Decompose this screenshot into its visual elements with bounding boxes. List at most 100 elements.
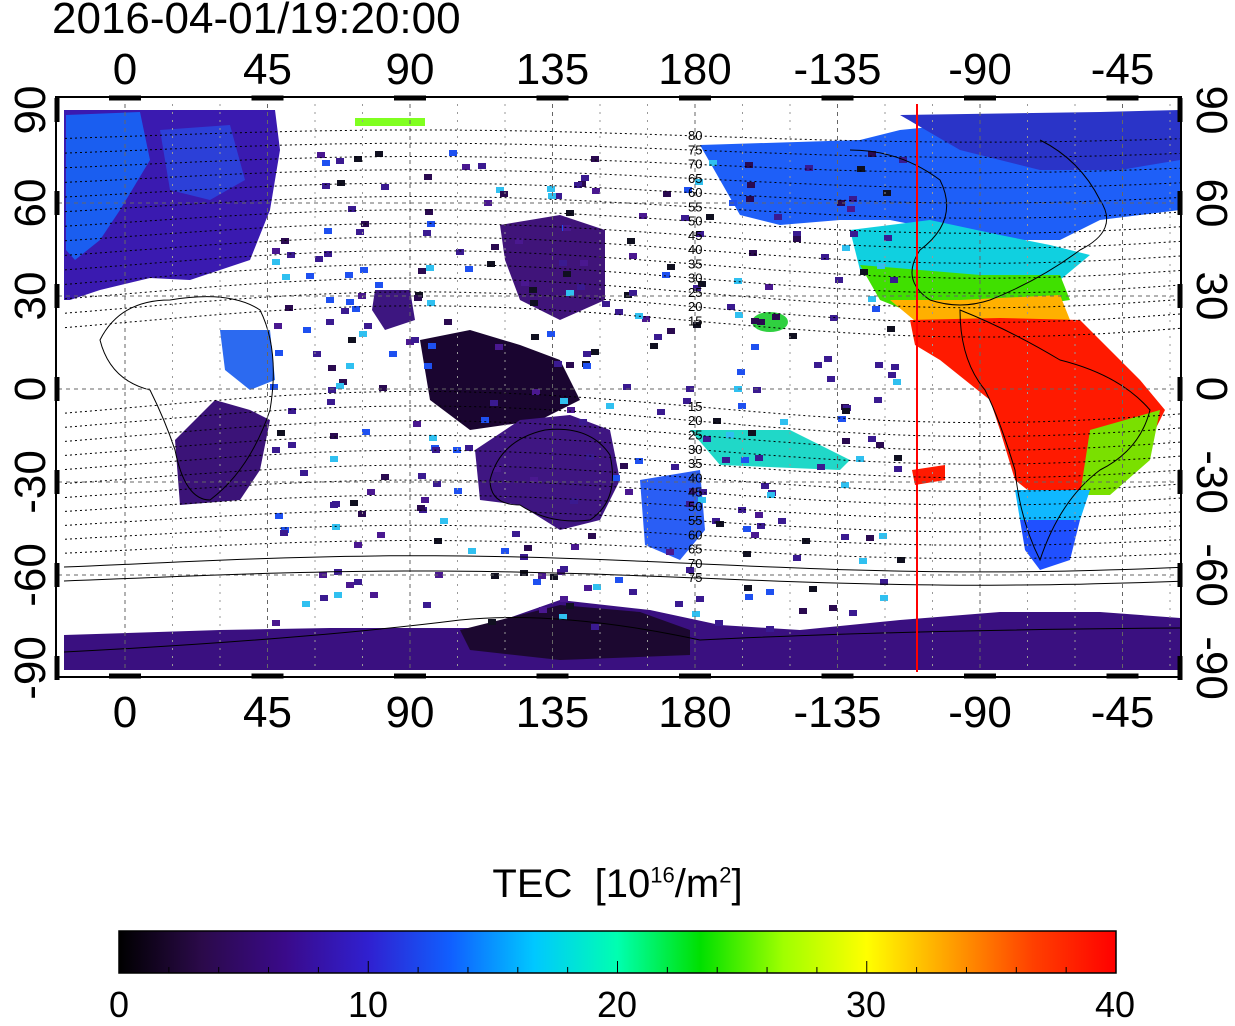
axis-tick-label: -30 <box>1187 450 1235 514</box>
tec-sample <box>272 447 280 453</box>
axis-tick-label: -60 <box>6 543 55 607</box>
contour-label: 50 <box>688 214 702 229</box>
tec-sample <box>897 557 905 563</box>
tec-sample <box>521 280 529 286</box>
tec-sample <box>627 238 635 244</box>
tec-region-mexico-yellow <box>890 295 1070 325</box>
tec-sample <box>317 152 325 158</box>
left-latitude-labels: 90 60 30 0 -30 -60 -90 <box>6 86 55 700</box>
axis-tick-label: -45 <box>1091 45 1155 94</box>
tec-sample <box>491 573 499 579</box>
tec-region-red-spot <box>912 465 945 485</box>
axis-tick-label: -135 <box>793 45 881 94</box>
tec-sample <box>799 608 807 614</box>
colorbar-title: TEC [1016/m2] <box>0 862 1235 907</box>
tec-sample <box>280 530 288 536</box>
tec-sample <box>288 442 296 448</box>
tec-sample <box>433 481 441 487</box>
colorbar-tick-label: 10 <box>347 984 389 1025</box>
tec-sample <box>574 182 582 188</box>
tec-sample <box>695 179 703 185</box>
tec-sample <box>879 533 887 539</box>
tec-sample <box>747 182 755 188</box>
tec-sample <box>435 572 443 578</box>
tec-sample <box>780 419 788 425</box>
tec-sample <box>539 607 547 613</box>
tec-sample <box>899 157 907 163</box>
tec-sample <box>413 421 421 427</box>
tec-sample <box>629 290 637 296</box>
colorbar-title-main: TEC <box>492 862 573 906</box>
tec-sample <box>686 567 694 573</box>
tec-sample <box>417 505 425 511</box>
tec-sample <box>829 605 837 611</box>
contour-labels: 8075706560555045403530252015152025303540… <box>688 128 702 585</box>
contour-label: 70 <box>688 157 702 172</box>
tec-sample <box>346 363 354 369</box>
contour-label: 65 <box>688 171 702 186</box>
tec-sample <box>496 187 504 193</box>
tec-sample <box>275 513 283 519</box>
tec-sample <box>894 455 902 461</box>
tec-sample <box>738 507 746 513</box>
tec-sample <box>856 456 864 462</box>
tec-sample <box>462 164 470 170</box>
axis-tick-label: 45 <box>243 45 292 94</box>
tec-sample <box>481 417 489 423</box>
tec-sample <box>713 418 721 424</box>
tec-sample <box>531 334 539 340</box>
colorbar-tick-label: 20 <box>596 984 638 1025</box>
tec-sample <box>418 473 426 479</box>
tec-sample <box>642 316 650 322</box>
tec-sample <box>566 362 574 368</box>
tec-sample <box>444 319 452 325</box>
tec-sample <box>303 327 311 333</box>
axis-tick-label: 90 <box>386 45 435 94</box>
tec-sample <box>579 419 587 425</box>
tec-sample <box>675 601 683 607</box>
tec-sample <box>876 442 884 448</box>
tec-sample <box>381 184 389 190</box>
tec-sample <box>837 200 845 206</box>
tec-sample <box>761 483 769 489</box>
colorbar-unit-open: [10 <box>594 862 651 906</box>
axis-tick-label: -135 <box>793 688 881 737</box>
tec-sample <box>755 455 763 461</box>
tec-sample <box>709 160 717 166</box>
tec-sample <box>495 344 503 350</box>
tec-sample <box>745 162 753 168</box>
tec-sample <box>699 489 707 495</box>
tec-sample <box>322 183 330 189</box>
axis-tick-label: -45 <box>1091 688 1155 737</box>
tec-sample <box>841 482 849 488</box>
tec-sample <box>625 489 633 495</box>
tec-sample <box>341 308 349 314</box>
axis-tick-label: 135 <box>516 688 589 737</box>
tec-region-europe-blue-2 <box>160 125 245 200</box>
tec-sample <box>554 193 562 199</box>
tec-sample <box>339 379 347 385</box>
tec-sample <box>332 501 340 507</box>
tec-sample <box>838 416 846 422</box>
tec-sample <box>560 566 568 572</box>
tec-sample <box>703 436 711 442</box>
tec-region-east-africa <box>220 330 275 390</box>
tec-sample <box>520 570 528 576</box>
tec-sample <box>566 290 574 296</box>
tec-sample <box>877 263 885 269</box>
tec-sample <box>767 492 775 498</box>
contour-label: 70 <box>688 556 702 571</box>
tec-sample <box>689 488 697 494</box>
contour-label: 50 <box>688 499 702 514</box>
tec-sample <box>324 251 332 257</box>
tec-sample <box>478 163 486 169</box>
tec-sample <box>302 601 310 607</box>
tec-sample <box>322 160 330 166</box>
tec-sample <box>346 299 354 305</box>
tec-sample <box>332 524 340 530</box>
right-latitude-labels: 90 60 30 0 -30 -60 -90 <box>1187 86 1235 700</box>
tec-sample <box>706 214 714 220</box>
coastlines <box>64 139 1180 653</box>
tec-sample <box>868 296 876 302</box>
axis-tick-label: 180 <box>658 45 731 94</box>
